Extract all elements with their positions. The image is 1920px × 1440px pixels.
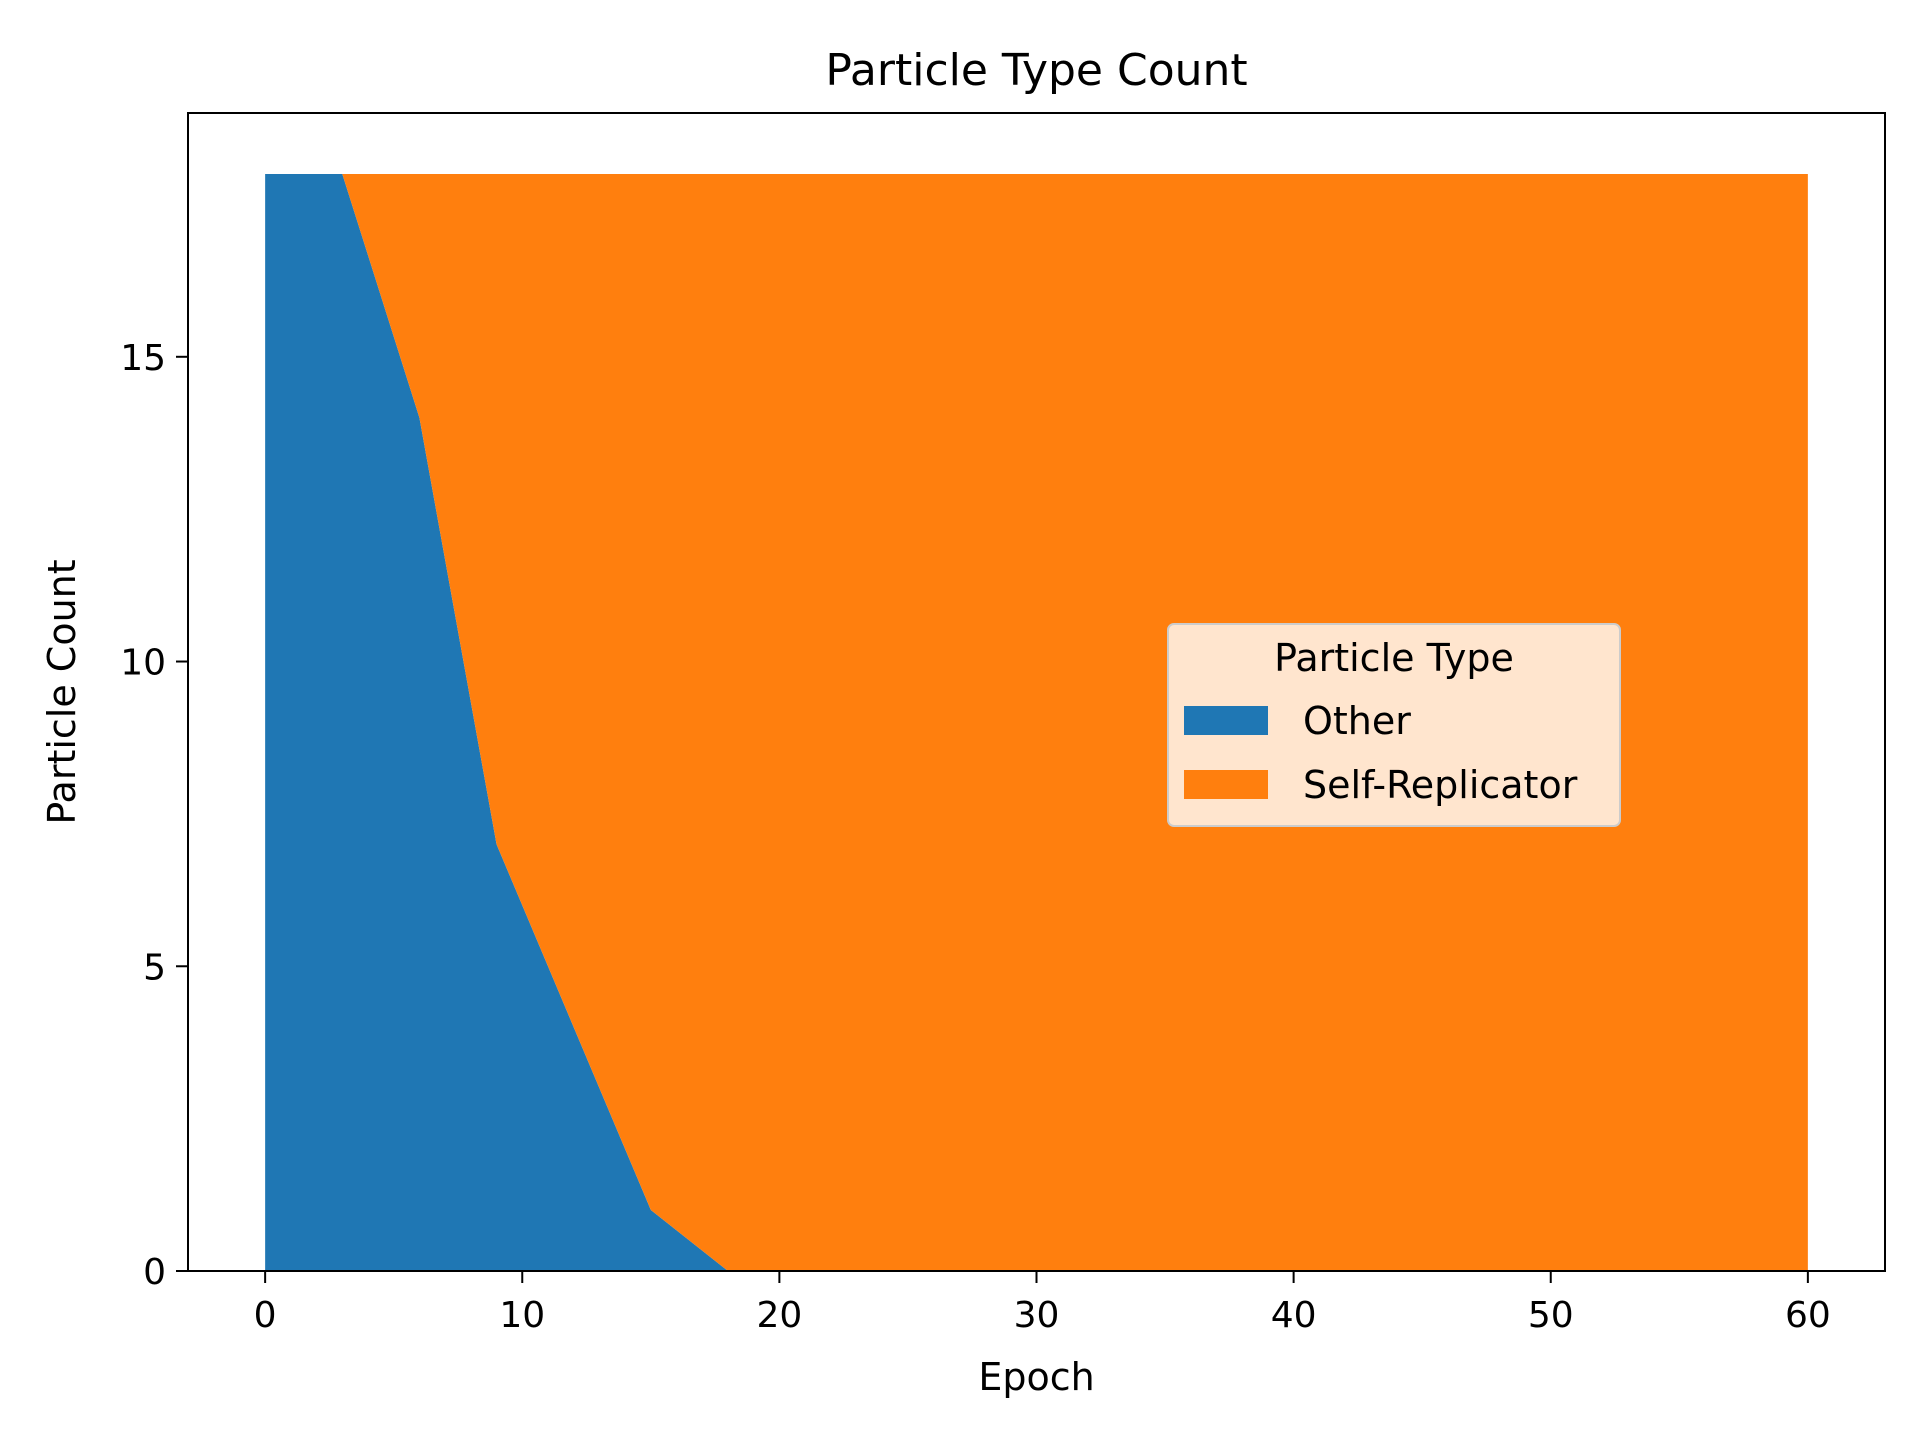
x-axis: 0 10 20 30 40 50 60 xyxy=(254,1271,1831,1336)
y-axis-label: Particle Count xyxy=(40,559,84,824)
x-tick-label: 10 xyxy=(499,1295,545,1336)
legend-items: Other Self-Replicator xyxy=(1184,699,1578,807)
legend-label: Self-Replicator xyxy=(1303,763,1578,807)
legend-swatch xyxy=(1184,706,1268,735)
y-tick-label: 15 xyxy=(120,338,166,379)
area-layer xyxy=(265,173,1808,1272)
y-tick-label: 10 xyxy=(120,643,166,684)
x-tick-label: 60 xyxy=(1785,1295,1831,1336)
x-tick-label: 40 xyxy=(1271,1295,1317,1336)
y-axis: 0 5 10 15 xyxy=(120,338,188,1293)
y-tick-label: 5 xyxy=(143,947,166,988)
chart-title: Particle Type Count xyxy=(825,45,1247,96)
legend: Particle Type Other Self-Replicator xyxy=(1167,623,1621,827)
legend-swatch xyxy=(1184,770,1268,799)
area-self-replicator xyxy=(265,173,1808,1272)
x-tick-label: 50 xyxy=(1528,1295,1574,1336)
x-tick-label: 30 xyxy=(1014,1295,1060,1336)
legend-label: Other xyxy=(1303,699,1411,743)
y-tick-label: 0 xyxy=(143,1252,166,1293)
legend-title: Particle Type xyxy=(1274,636,1514,680)
x-tick-label: 20 xyxy=(756,1295,802,1336)
x-tick-label: 0 xyxy=(254,1295,277,1336)
area-other xyxy=(265,173,1808,1272)
x-axis-label: Epoch xyxy=(978,1355,1094,1399)
legend-box xyxy=(1167,623,1621,827)
